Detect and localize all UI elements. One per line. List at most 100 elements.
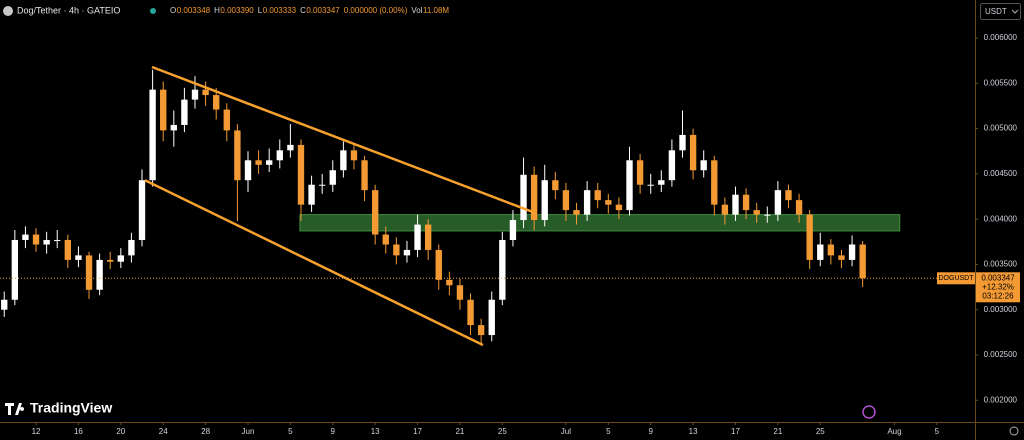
x-tick-label: 21	[773, 427, 782, 436]
price-tag-change: +12.32%	[982, 282, 1014, 291]
ohlc-key: L	[258, 6, 263, 15]
market-status	[150, 8, 156, 14]
support-zone	[299, 214, 901, 232]
settings-icon[interactable]	[1009, 426, 1019, 436]
ohlc-legend: O 0.003348 H 0.003390 L 0.003333 C 0.003347 0.00…	[170, 6, 449, 15]
ohlc-value: 0.003348	[177, 6, 211, 15]
candle-body	[393, 244, 400, 256]
currency-label[interactable]: USDT	[985, 7, 1007, 16]
price-tag-value: 0.003347	[981, 273, 1015, 282]
brand-name: TradingView	[30, 400, 112, 416]
candle-body	[848, 244, 856, 260]
brand-icon	[5, 403, 25, 415]
candle-body	[838, 255, 845, 260]
candle-body	[605, 200, 612, 205]
candle-body	[742, 194, 750, 211]
candle-body	[266, 160, 273, 165]
candle-body	[329, 170, 336, 185]
y-tick-label: 0.002500	[984, 350, 1018, 359]
candle-body	[244, 160, 252, 181]
y-tick-label: 0.005000	[984, 124, 1018, 133]
x-tick-label: 9	[648, 427, 653, 436]
candle-body	[297, 144, 305, 205]
candle-body	[552, 180, 559, 191]
candle-body	[138, 180, 146, 240]
candle-body	[541, 180, 548, 221]
candle-body	[795, 200, 803, 215]
trendline	[151, 65, 536, 214]
ohlc-value: 0.003347	[306, 6, 340, 15]
x-tick-label: 24	[159, 427, 168, 436]
candle-body	[626, 160, 633, 211]
ohlc-value: 0.000000 (0.00%)	[344, 6, 408, 15]
candle-body	[859, 244, 866, 279]
candle-body	[181, 99, 188, 125]
candle-body	[107, 259, 114, 262]
candle-body	[679, 134, 686, 151]
candle-body	[562, 190, 570, 211]
y-tick-label: 0.006000	[984, 33, 1018, 42]
candle-body	[191, 89, 199, 100]
candle-body	[340, 150, 347, 171]
candle-body	[488, 299, 495, 336]
x-tick-label: 5	[606, 427, 611, 436]
x-tick-label: 25	[498, 427, 507, 436]
x-tick-label: 17	[413, 427, 422, 436]
candle-body	[467, 299, 474, 326]
candle-body	[647, 184, 654, 186]
candle-body	[403, 249, 411, 256]
ohlc-value: 0.003390	[220, 6, 254, 15]
candle-body	[774, 190, 782, 215]
candle-body	[456, 285, 464, 300]
x-tick-label: Aug	[887, 427, 901, 436]
candle-body	[499, 239, 506, 300]
candle-body	[530, 174, 538, 221]
x-tick-label: 16	[74, 427, 83, 436]
candle-body	[721, 204, 729, 215]
candle-body	[689, 134, 697, 171]
candle-body	[817, 244, 824, 260]
candle-body	[477, 325, 485, 336]
candle-body	[54, 239, 61, 241]
candle-body	[827, 244, 835, 256]
currency-dropdown[interactable]	[980, 3, 1021, 20]
candle-body	[711, 160, 718, 205]
candle-body	[658, 180, 665, 185]
candle-body	[806, 214, 813, 260]
brand-logo: TradingView	[5, 400, 112, 416]
candle-body	[668, 150, 676, 181]
candle-body	[85, 255, 93, 290]
price-tag	[976, 272, 1020, 303]
ohlc-value: 0.003333	[263, 6, 297, 15]
candle-body	[32, 234, 40, 245]
candle-body	[160, 89, 167, 131]
x-tick-label: 5	[935, 427, 940, 436]
symbol-title: Dog/Tether · 4h · GATEIO	[17, 5, 120, 15]
ohlc-key: C	[300, 6, 306, 15]
y-tick-label: 0.004000	[984, 214, 1018, 223]
candle-body	[785, 190, 792, 201]
candle-body	[520, 174, 527, 221]
candle-body	[594, 190, 601, 201]
candle-body	[446, 279, 453, 286]
symbol-tag-label: DOGUSDT	[939, 275, 975, 282]
candle-body	[382, 234, 389, 245]
alert-icon[interactable]	[862, 405, 876, 419]
candle-body	[223, 109, 230, 131]
x-tick-label: 20	[116, 427, 125, 436]
trendline	[144, 179, 484, 347]
candle-body	[64, 239, 72, 260]
symbol-icon	[3, 6, 13, 16]
candle-body	[287, 144, 294, 151]
plot-area	[0, 65, 975, 347]
y-tick-label: 0.002000	[984, 395, 1018, 404]
candle-body	[202, 89, 209, 96]
candle-body	[43, 239, 50, 245]
candle-body	[117, 255, 124, 262]
candle-body	[96, 259, 103, 290]
x-tick-label: 12	[32, 427, 41, 436]
dropdown-caret	[1011, 9, 1019, 14]
candle-body	[361, 160, 368, 191]
candle-body	[128, 239, 135, 256]
candle-body	[318, 184, 326, 186]
